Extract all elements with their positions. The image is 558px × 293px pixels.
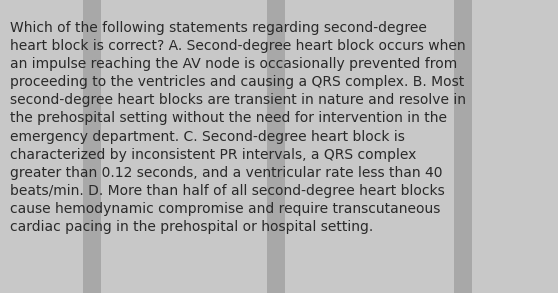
Text: Which of the following statements regarding second-degree
heart block is correct: Which of the following statements regard… bbox=[10, 21, 466, 234]
Bar bbox=[454, 0, 472, 293]
Bar bbox=[83, 0, 101, 293]
Bar bbox=[267, 0, 285, 293]
